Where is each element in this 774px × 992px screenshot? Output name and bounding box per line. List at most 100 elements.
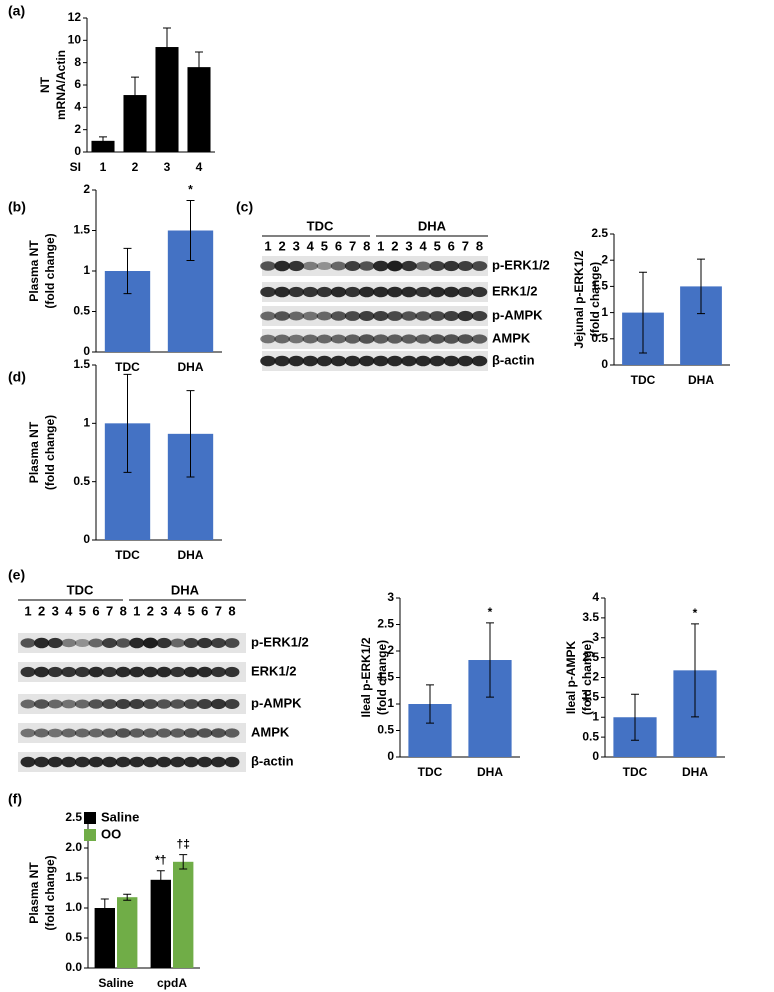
blot-band xyxy=(288,334,304,344)
blot-band xyxy=(457,355,474,367)
blot-band xyxy=(415,261,431,271)
blot-band xyxy=(401,260,417,272)
blot-row-label: p-ERK1/2 xyxy=(251,634,309,649)
error-bar xyxy=(631,693,639,741)
blot-band xyxy=(142,756,158,768)
blot-band xyxy=(415,286,431,298)
lane-label: 2 xyxy=(278,238,285,253)
panel-label: (d) xyxy=(8,369,26,385)
blot-band xyxy=(401,286,417,298)
blot-band xyxy=(61,666,77,678)
legend-label: OO xyxy=(101,826,121,841)
blot-band xyxy=(288,286,304,298)
blot-band xyxy=(373,286,389,298)
x-axis-label: SI xyxy=(70,160,81,174)
blot-band xyxy=(61,638,77,648)
y-tick-label: 1 xyxy=(83,416,90,430)
annotation: †‡ xyxy=(177,837,190,851)
lane-label: 7 xyxy=(462,238,469,253)
y-tick-label: 2 xyxy=(601,252,608,266)
blot-band xyxy=(142,666,158,678)
y-axis-label: Plasma NT xyxy=(27,862,41,924)
blot-band xyxy=(210,756,226,768)
x-tick-label: Saline xyxy=(98,976,134,990)
blot-band xyxy=(102,666,118,678)
y-tick-label: 8 xyxy=(74,55,81,69)
lane-label: 3 xyxy=(160,603,167,618)
lane-label: 8 xyxy=(476,238,483,253)
error-bar xyxy=(486,622,494,698)
y-tick-label: 1.5 xyxy=(377,670,394,684)
blot-band xyxy=(115,699,131,709)
y-tick-label: 2 xyxy=(387,643,394,657)
blot-band xyxy=(74,728,90,738)
blot-band xyxy=(344,311,361,321)
blot-row-label: β-actin xyxy=(251,753,294,768)
blot-row-label: p-AMPK xyxy=(492,307,543,322)
y-tick-label: 1.0 xyxy=(65,900,82,914)
blot-band xyxy=(316,311,333,321)
bar xyxy=(150,879,171,968)
y-tick-label: 2.5 xyxy=(377,617,394,631)
blot-band xyxy=(316,355,333,367)
y-tick-label: 0 xyxy=(601,357,608,371)
y-tick-label: 4 xyxy=(74,100,81,114)
x-tick-label: DHA xyxy=(178,548,204,562)
blot-band xyxy=(61,728,77,738)
blot-band xyxy=(457,310,474,322)
y-tick-label: 0.5 xyxy=(591,331,608,345)
x-tick-label: cpdA xyxy=(157,976,187,990)
blot-band xyxy=(373,260,389,272)
error-bar xyxy=(186,390,195,478)
lane-label: 7 xyxy=(215,603,222,618)
lane-label: 4 xyxy=(419,238,427,253)
lane-label: 3 xyxy=(52,603,59,618)
blot-band xyxy=(20,666,36,678)
blot-band xyxy=(302,311,319,321)
blot-band xyxy=(260,334,276,344)
blot-band xyxy=(260,261,276,271)
blot-band xyxy=(170,666,186,678)
y-axis-label: NT xyxy=(38,76,52,93)
blot-band xyxy=(401,334,417,344)
blot-band xyxy=(429,334,445,344)
blot-band xyxy=(344,261,361,271)
blot-band xyxy=(401,355,417,367)
lane-label: 6 xyxy=(448,238,455,253)
panel-label: (c) xyxy=(236,199,253,215)
blot-band xyxy=(274,260,290,272)
y-axis-label: mRNA/Actin xyxy=(54,50,68,120)
blot-band xyxy=(260,311,276,321)
annotation: * xyxy=(693,606,698,620)
y-tick-label: 0 xyxy=(83,344,90,358)
blot-band xyxy=(443,260,460,272)
blot-band xyxy=(210,728,226,738)
blot-band xyxy=(288,355,304,367)
blot-band xyxy=(34,699,50,709)
bar xyxy=(155,47,179,152)
lane-label: 7 xyxy=(349,238,356,253)
blot-band xyxy=(210,698,226,710)
blot-band xyxy=(471,334,488,344)
blot-band xyxy=(156,666,172,678)
blot-group-label: TDC xyxy=(307,218,334,233)
blot-band xyxy=(443,355,460,367)
y-tick-label: 6 xyxy=(74,77,81,91)
blot-band xyxy=(183,756,199,768)
y-tick-label: 12 xyxy=(68,10,82,24)
error-bar xyxy=(123,893,132,901)
error-bar xyxy=(99,136,107,146)
y-axis-label: Plasma NT xyxy=(27,421,41,483)
blot-band xyxy=(74,639,90,647)
y-axis-label: Jejunal p-ERK1/2 xyxy=(572,250,586,348)
blot-band xyxy=(197,637,213,649)
error-bar xyxy=(163,27,171,67)
lane-label: 6 xyxy=(335,238,342,253)
y-tick-label: 1 xyxy=(83,263,90,277)
blot-band xyxy=(373,334,389,344)
blot-band xyxy=(20,699,36,709)
blot-band xyxy=(330,286,347,298)
error-bar xyxy=(195,51,203,83)
blot-band xyxy=(387,286,403,298)
blot-row-label: AMPK xyxy=(251,724,290,739)
